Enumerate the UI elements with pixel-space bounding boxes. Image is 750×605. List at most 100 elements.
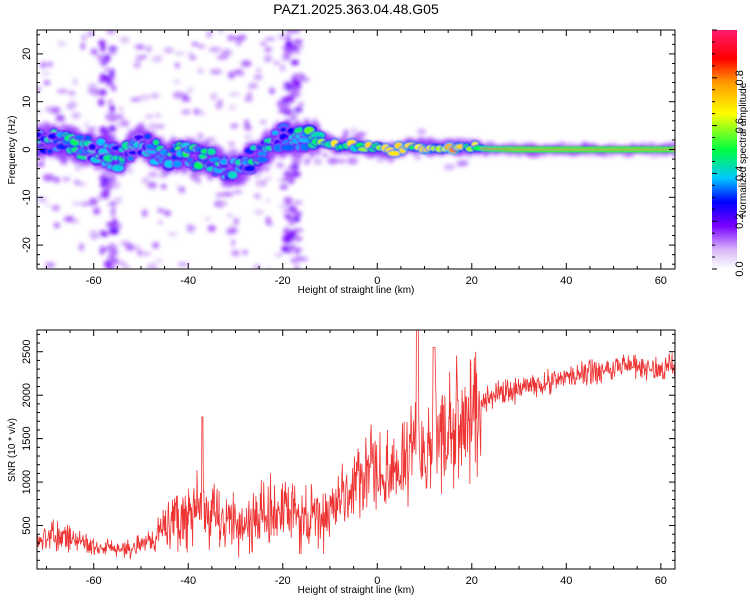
spectrogram-noise-blob: [158, 220, 163, 224]
snr-panel: -60 -40 -20 0 20 40 60 500 1000 1500 2000 2500 Heig…: [7, 329, 676, 596]
spectrogram-noise-blob: [335, 158, 347, 164]
spectrogram-ridge-blob: [127, 155, 134, 162]
spectrogram-noise-blob: [45, 106, 53, 113]
spectrogram-ridge-blob: [74, 135, 85, 140]
spectrogram-noise-blob: [186, 87, 194, 93]
spectrogram-noise-blob: [130, 97, 142, 102]
spectrogram-noise-blob: [289, 218, 294, 227]
spectrogram-noise-blob: [226, 213, 233, 218]
spectrogram-noise-blob: [222, 192, 234, 197]
snr-ytick-label: 500: [21, 516, 33, 534]
spectrogram-noise-blob: [68, 100, 78, 109]
spectrogram-noise-blob: [139, 94, 151, 101]
spectrogram-noise-blob: [283, 52, 290, 57]
spectrogram-noise-blob: [178, 186, 186, 193]
spectrogram-noise-blob: [282, 175, 293, 182]
spectrogram-noise-blob: [297, 77, 310, 82]
spectrogram-noise-blob: [122, 265, 132, 269]
spectrogram-noise-blob: [259, 119, 267, 125]
spectrogram-noise-blob: [136, 249, 143, 256]
spectrogram-noise-blob: [216, 200, 228, 206]
colorbar-gradient: [712, 30, 737, 269]
spectrogram-noise-blob: [294, 264, 300, 269]
spectrogram-ridge-blob: [243, 165, 256, 172]
colorbar-label: Normalized spectral amplitude: [738, 82, 749, 217]
snr-ytick-label: 1000: [21, 470, 33, 494]
spectrogram-noise-blob: [280, 103, 291, 109]
spectrogram-noise-blob: [279, 184, 288, 190]
spectrogram-core-layer: [37, 121, 675, 182]
spectrogram-noise-blob: [72, 78, 78, 86]
spectrogram-noise-blob: [190, 42, 199, 46]
spectrogram-noise-blob: [80, 42, 86, 50]
spectrogram-ridge-blob: [96, 138, 106, 146]
spectrogram-ridge-blob: [164, 160, 174, 168]
snr-xtick-label: 60: [655, 575, 667, 587]
spectrogram-noise-blob: [98, 176, 106, 181]
spectrogram-noise-blob: [347, 157, 359, 165]
spectrogram-noise-blob: [98, 98, 105, 107]
spectrogram-noise-blob: [210, 92, 218, 101]
spectrogram-noise-blob: [282, 234, 292, 244]
snr-xtick-label: 20: [466, 575, 478, 587]
spectrogram-noise-blob: [313, 158, 323, 165]
spectrogram-noise-blob: [247, 82, 259, 89]
spectrogram-noise-blob: [375, 158, 386, 163]
spectrogram-noise-blob: [264, 165, 270, 172]
spectrogram-ridge-blob: [256, 156, 269, 163]
spectrogram-noise-blob: [106, 221, 114, 228]
spectrogram-noise-blob: [253, 193, 261, 200]
spectrogram-noise-blob: [417, 129, 427, 135]
spectrogram-noise-blob: [197, 132, 204, 140]
spectrogram-noise-blob: [285, 83, 292, 91]
spectrogram-noise-blob: [107, 254, 116, 262]
spectrogram-noise-blob: [230, 239, 236, 247]
spectrogram-noise-blob: [265, 198, 271, 203]
spectrogram-noise-blob: [42, 173, 55, 182]
spectrogram-noise-blob: [68, 91, 75, 96]
spectrogram-noise-blob: [134, 44, 145, 50]
spectrogram-noise-blob: [281, 54, 292, 61]
spectrogram-noise-blob: [268, 87, 275, 95]
spectrogram-noise-blob: [200, 111, 206, 116]
spectrogram-noise-blob: [274, 252, 284, 257]
spectrogram-ytick-label: 10: [21, 96, 33, 108]
spectrogram-noise-blob: [163, 211, 172, 216]
spectrogram-noise-blob: [106, 30, 116, 35]
snr-series-line: [37, 330, 675, 560]
spectrogram-noise-blob: [45, 203, 50, 207]
spectrogram-noise-blob: [234, 69, 244, 74]
spectrogram-noise-blob: [119, 36, 130, 44]
spectrogram-noise-blob: [264, 37, 276, 41]
spectrogram-ytick-label: -10: [21, 189, 33, 205]
spectrogram-noise-blob: [244, 95, 253, 103]
spectrogram-noise-blob: [100, 128, 109, 134]
spectrogram-noise-blob: [110, 209, 116, 218]
spectrogram-noise-blob: [288, 89, 298, 94]
spectrogram-noise-blob: [154, 112, 161, 119]
spectrogram-ridge-blob: [153, 139, 160, 146]
spectrogram-noise-blob: [100, 44, 106, 53]
spectrogram-noise-blob: [141, 177, 150, 185]
spectrogram-ridge-blob: [88, 143, 96, 151]
spectrogram-noise-blob: [153, 54, 163, 63]
spectrogram-noise-blob: [281, 245, 292, 253]
spectrogram-noise-blob: [78, 243, 85, 252]
spectrogram-noise-blob: [235, 38, 242, 47]
figure-title: PAZ1.2025.363.04.48.G05: [273, 1, 439, 17]
spectrogram-noise-blob: [56, 89, 69, 93]
spectrogram-noise-blob: [232, 190, 243, 194]
spectrogram-noise-blob: [148, 122, 159, 131]
spectrogram-noise-blob: [87, 30, 94, 37]
spectrogram-noise-blob: [290, 44, 299, 51]
spectrogram-noise-blob: [322, 153, 328, 157]
spectrogram-noise-blob: [146, 263, 158, 269]
spectrogram-noise-blob: [220, 48, 233, 57]
spectrogram-noise-blob: [283, 229, 290, 234]
snr-ytick-label: 2500: [21, 339, 33, 363]
spectrogram-ridge-blob: [46, 149, 53, 155]
spectrogram-noise-blob: [180, 110, 188, 115]
spectrogram-noise-blob: [43, 80, 51, 85]
spectrogram-noise-blob: [175, 184, 180, 189]
spectrogram-noise-blob: [228, 141, 235, 147]
